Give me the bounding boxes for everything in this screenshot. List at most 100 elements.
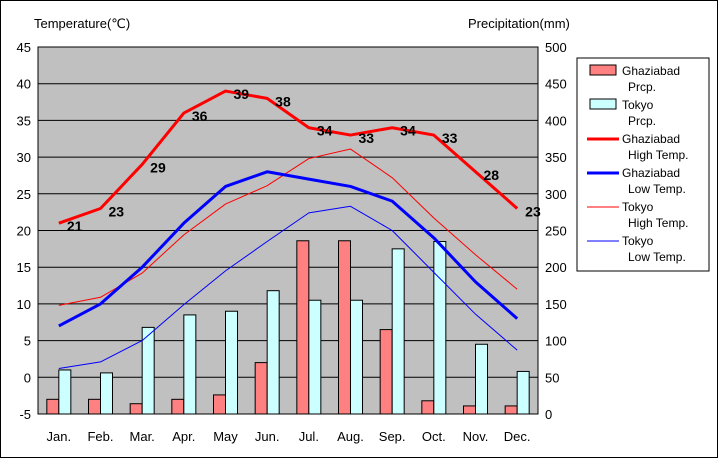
legend-box [576,57,710,272]
y-right-tick-label: 350 [545,150,567,165]
y-left-tick-label: -5 [19,407,31,422]
y-left-tick-label: 10 [17,297,31,312]
legend-label: Ghaziabad [622,64,680,78]
data-label: 38 [275,93,291,109]
y-right-tick-label: 250 [545,224,567,239]
x-tick-label: Oct. [422,429,446,444]
bar [88,398,101,415]
y-left-tick-label: 0 [24,370,31,385]
data-label: 34 [317,123,333,139]
y-left-axis-title: Temperature(℃) [34,16,130,31]
bar [58,369,72,415]
legend-swatch [589,64,617,76]
bar [213,394,226,415]
legend-label: High Temp. [628,216,688,230]
series-line [58,170,519,328]
data-label: 21 [67,218,83,234]
y-left-tick-label: 45 [17,40,31,55]
y-left-tick-label: 40 [17,77,31,92]
y-right-axis-title: Precipitation(mm) [468,16,570,31]
bar [171,398,185,415]
y-right-tick-label: 0 [545,407,552,422]
y-left-tick-label: 20 [17,224,31,239]
legend-label: Ghaziabad [622,166,680,180]
bar [350,299,363,415]
x-tick-label: Sep. [379,429,406,444]
bar [254,362,268,415]
data-label: 39 [234,86,250,102]
y-right-tick-label: 500 [545,40,567,55]
y-right-tick-label: 450 [545,77,567,92]
y-left-tick-label: 5 [24,334,31,349]
legend-label: Low Temp. [628,250,686,264]
x-tick-label: Jun. [255,429,280,444]
data-labels: 21 23 29 36 39 38 34 33 34 33 28 23 [67,86,541,234]
data-label: 23 [525,203,541,219]
data-label: 36 [192,108,208,124]
bar [516,370,530,415]
x-tick-label: Aug. [337,429,364,444]
bar [46,398,60,415]
bar [183,314,197,415]
x-tick-label: Feb. [87,429,113,444]
bar [338,240,351,415]
x-tick-label: Nov. [463,429,489,444]
y-left-tick-label: 25 [17,187,31,202]
bar [504,405,518,415]
bar [266,290,280,415]
y-right-tick-labels: 0 50 100 150 200 250 300 350 400 450 500 [545,40,567,422]
x-tick-label: Dec. [504,429,531,444]
data-label: 28 [484,167,500,183]
bar [141,326,155,415]
legend-label: Tokyo [622,200,654,214]
line-series [58,89,519,369]
y-right-tick-label: 100 [545,334,567,349]
legend-label: Ghaziabad [622,132,680,146]
bar [421,400,435,415]
x-tick-label: Jan. [47,429,72,444]
x-tick-labels: Jan. Feb. Mar. Apr. May Jun. Jul. Aug. Sep. Oct. N… [47,429,531,444]
legend-label: Tokyo [622,98,654,112]
legend-swatch [589,98,617,110]
legend-label: High Temp. [628,148,688,162]
x-tick-label: May [213,429,238,444]
bar [433,241,447,415]
y-left-tick-label: 30 [17,150,31,165]
y-left-tick-label: 15 [17,260,31,275]
bar [129,403,143,415]
y-right-tick-label: 200 [545,260,567,275]
data-label: 23 [109,203,125,219]
legend: Ghaziabad Prcp. Tokyo Prcp. Ghaziabad High Te… [576,57,710,272]
y-right-tick-label: 150 [545,297,567,312]
y-right-tick-label: 50 [545,370,559,385]
series-line [58,89,519,225]
data-label: 34 [400,123,416,139]
bar [296,240,310,415]
series-line [58,205,518,369]
series-line [58,148,518,306]
bar [100,372,113,415]
y-right-tick-label: 400 [545,113,567,128]
data-label: 33 [442,130,458,146]
x-tick-label: Mar. [130,429,155,444]
legend-label: Prcp. [628,80,656,94]
legend-label: Prcp. [628,114,656,128]
y-left-tick-labels: -5 0 5 10 15 20 25 30 35 40 45 [17,40,31,422]
plot-border [37,46,539,415]
x-tick-label: Apr. [172,429,195,444]
y-right-tick-label: 300 [545,187,567,202]
bar [308,299,322,415]
bar [475,343,488,415]
bar [225,310,238,415]
bar [379,329,393,415]
legend-label: Tokyo [622,234,654,248]
y-left-tick-label: 35 [17,113,31,128]
data-label: 29 [150,159,166,175]
legend-label: Low Temp. [628,182,686,196]
bar [463,405,476,415]
bar [391,248,405,415]
x-tick-label: Jul. [299,429,319,444]
data-label: 33 [359,130,375,146]
